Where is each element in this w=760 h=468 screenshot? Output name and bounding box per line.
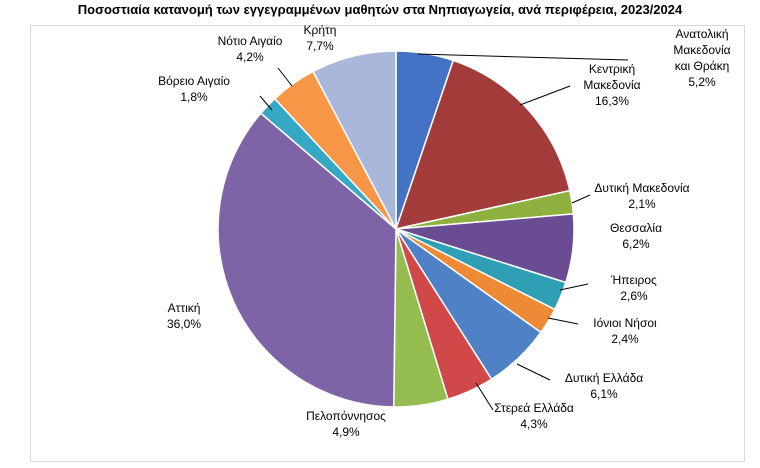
pie-slice: [394, 59, 571, 231]
chart-title: Ποσοστιαία κατανομή των εγγεγραμμένων μα…: [77, 2, 683, 17]
slice-label: Ανατολική Μακεδονία και Θράκη 5,2%: [673, 27, 730, 89]
slice-label: Κεντρική Μακεδονία 16,3%: [583, 62, 640, 108]
slice-label: Δυτική Μακεδονία 2,1%: [594, 181, 689, 211]
leader-line: [277, 67, 293, 87]
leader-line: [519, 85, 571, 106]
leader-line: [259, 95, 273, 111]
slice-label: Δυτική Ελλάδα 6,1%: [565, 371, 643, 401]
pie-slice: [312, 50, 397, 230]
pie-slices: [217, 50, 575, 408]
pie-slice: [217, 112, 397, 408]
slice-label: Θεσσαλία 6,2%: [610, 221, 662, 251]
leader-line: [475, 382, 494, 411]
slice-labels: Ανατολική Μακεδονία και Θράκη 5,2% Κεντρική Μ…: [158, 23, 731, 439]
leader-line: [516, 363, 551, 381]
slice-label: Αττική 36,0%: [167, 301, 201, 331]
leader-line: [559, 283, 589, 291]
leader-line: [417, 53, 629, 61]
leader-lines: [259, 53, 629, 411]
slice-label: Κρήτη 7,7%: [304, 23, 337, 53]
slice-label: Πελοπόννησος 4,9%: [306, 409, 386, 439]
slice-label: Βόρειο Αιγαίο 1,8%: [158, 74, 230, 104]
slice-label: Ήπειρος 2,6%: [610, 273, 657, 303]
slice-label: Ιόνιοι Νήσοι 2,4%: [593, 316, 657, 346]
leader-line: [547, 317, 579, 325]
leader-line: [571, 194, 591, 204]
slice-label: Στερεά Ελλάδα 4,3%: [494, 401, 574, 431]
slice-label: Νότιο Αιγαίο 4,2%: [218, 34, 283, 64]
chart-frame: [30, 25, 745, 462]
